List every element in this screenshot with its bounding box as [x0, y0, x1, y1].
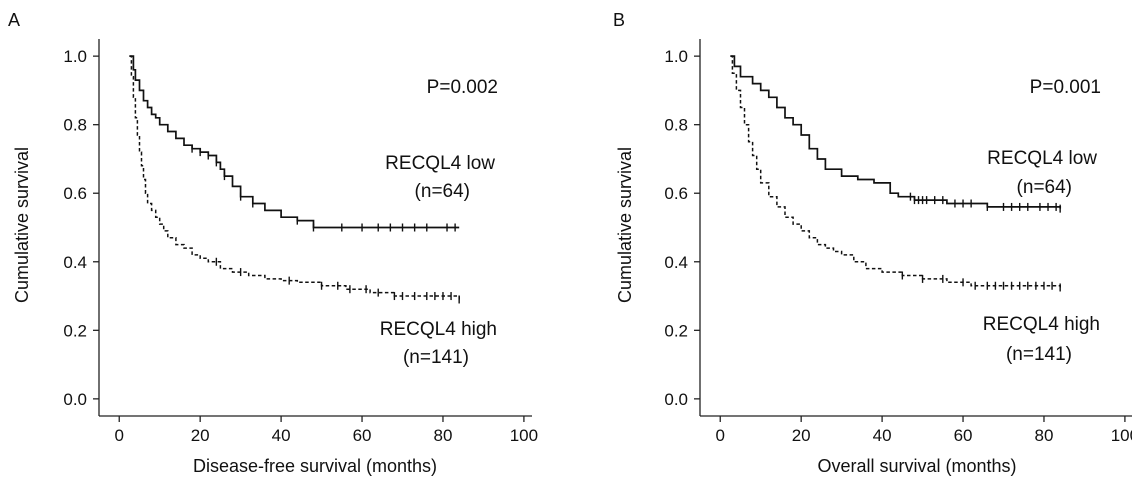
panel-b-y-tick-label: 0.2 — [664, 321, 688, 340]
panel-a-p-value: P=0.002 — [427, 77, 498, 98]
panel-b-y-tick-label: 0.4 — [664, 253, 688, 272]
panel-a-high-group-label: RECQL4 high — [380, 319, 497, 340]
panel-b-high-group-count: (n=141) — [1006, 344, 1072, 365]
panel-a-y-tick-label: 0.6 — [63, 184, 87, 203]
panel-b-y-tick-label: 1.0 — [664, 47, 688, 66]
panel-b-x-tick-label: 80 — [1035, 426, 1054, 445]
panel-b-x-tick-label: 0 — [715, 426, 724, 445]
panel-a-high-group-count: (n=141) — [403, 347, 469, 368]
panel-a-x-tick-label: 0 — [114, 426, 123, 445]
panel-a-x-tick-label: 100 — [510, 426, 538, 445]
panel-b-x-tick-label: 20 — [792, 426, 811, 445]
panel-a: A Cumulative survival Disease-free survi… — [8, 10, 538, 476]
panel-b-y-tick-label: 0.6 — [664, 184, 688, 203]
panel-a-letter: A — [8, 10, 20, 30]
panel-a-y-tick-label: 1.0 — [63, 47, 87, 66]
panel-a-y-tick-label: 0.8 — [63, 116, 87, 135]
panel-a-low-group-label: RECQL4 low — [385, 153, 495, 174]
panel-b-high-curve — [730, 55, 1061, 288]
panel-b-x-tick-label: 60 — [954, 426, 973, 445]
panel-b-low-group-count: (n=64) — [1017, 177, 1072, 198]
panel-a-y-tick-label: 0.4 — [63, 253, 87, 272]
panel-a-y-axis-title: Cumulative survival — [12, 147, 32, 303]
panel-b-p-value: P=0.001 — [1030, 77, 1101, 98]
panel-b-x-axis-title: Overall survival (months) — [817, 456, 1016, 476]
panel-b: B Cumulative survival Overall survival (… — [613, 10, 1132, 476]
panel-b-y-tick-label: 0.8 — [664, 116, 688, 135]
panel-b-x-tick-label: 100 — [1111, 426, 1132, 445]
panel-a-low-group-count: (n=64) — [415, 181, 470, 202]
panel-a-x-tick-label: 60 — [353, 426, 372, 445]
panel-a-x-tick-label: 80 — [434, 426, 453, 445]
panel-a-y-tick-label: 0.2 — [63, 321, 87, 340]
panel-b-y-axis-title: Cumulative survival — [615, 147, 635, 303]
panel-b-low-group-label: RECQL4 low — [987, 148, 1097, 169]
panel-b-letter: B — [613, 10, 625, 30]
panel-b-high-group-label: RECQL4 high — [983, 314, 1100, 335]
panel-a-low-curve — [129, 55, 460, 229]
panel-a-x-axis-title: Disease-free survival (months) — [193, 456, 437, 476]
panel-b-x-tick-label: 40 — [873, 426, 892, 445]
panel-a-high-curve — [129, 55, 460, 300]
panel-a-x-tick-label: 40 — [272, 426, 291, 445]
panel-b-low-curve — [730, 55, 1062, 209]
panel-a-y-tick-label: 0.0 — [63, 390, 87, 409]
panel-b-y-tick-label: 0.0 — [664, 390, 688, 409]
panel-a-x-tick-label: 20 — [191, 426, 210, 445]
